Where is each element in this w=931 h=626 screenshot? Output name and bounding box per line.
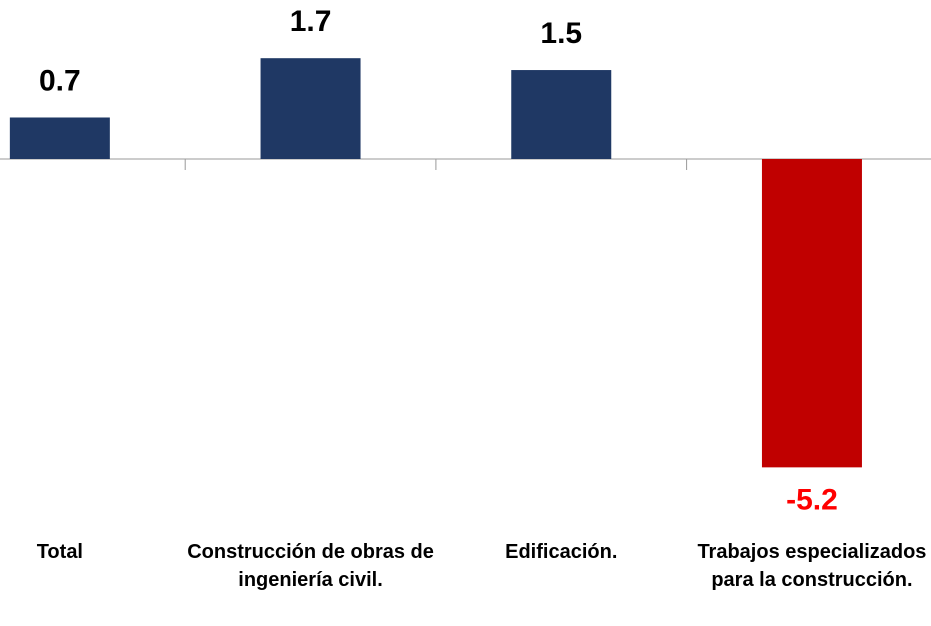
category-label: Total — [36, 541, 83, 563]
bar — [9, 117, 110, 159]
bar — [260, 58, 361, 159]
category-label: Edificación. — [505, 541, 618, 563]
data-label: 0.7 — [39, 64, 81, 97]
bar — [761, 159, 862, 468]
category-label: Construcción de obras de ingeniería civi… — [187, 541, 434, 591]
data-label: -5.2 — [786, 483, 838, 516]
data-label: 1.5 — [540, 17, 582, 50]
bar — [511, 70, 612, 159]
category-label: Trabajos especializados para la construc… — [697, 541, 927, 591]
data-label: 1.7 — [290, 5, 332, 38]
